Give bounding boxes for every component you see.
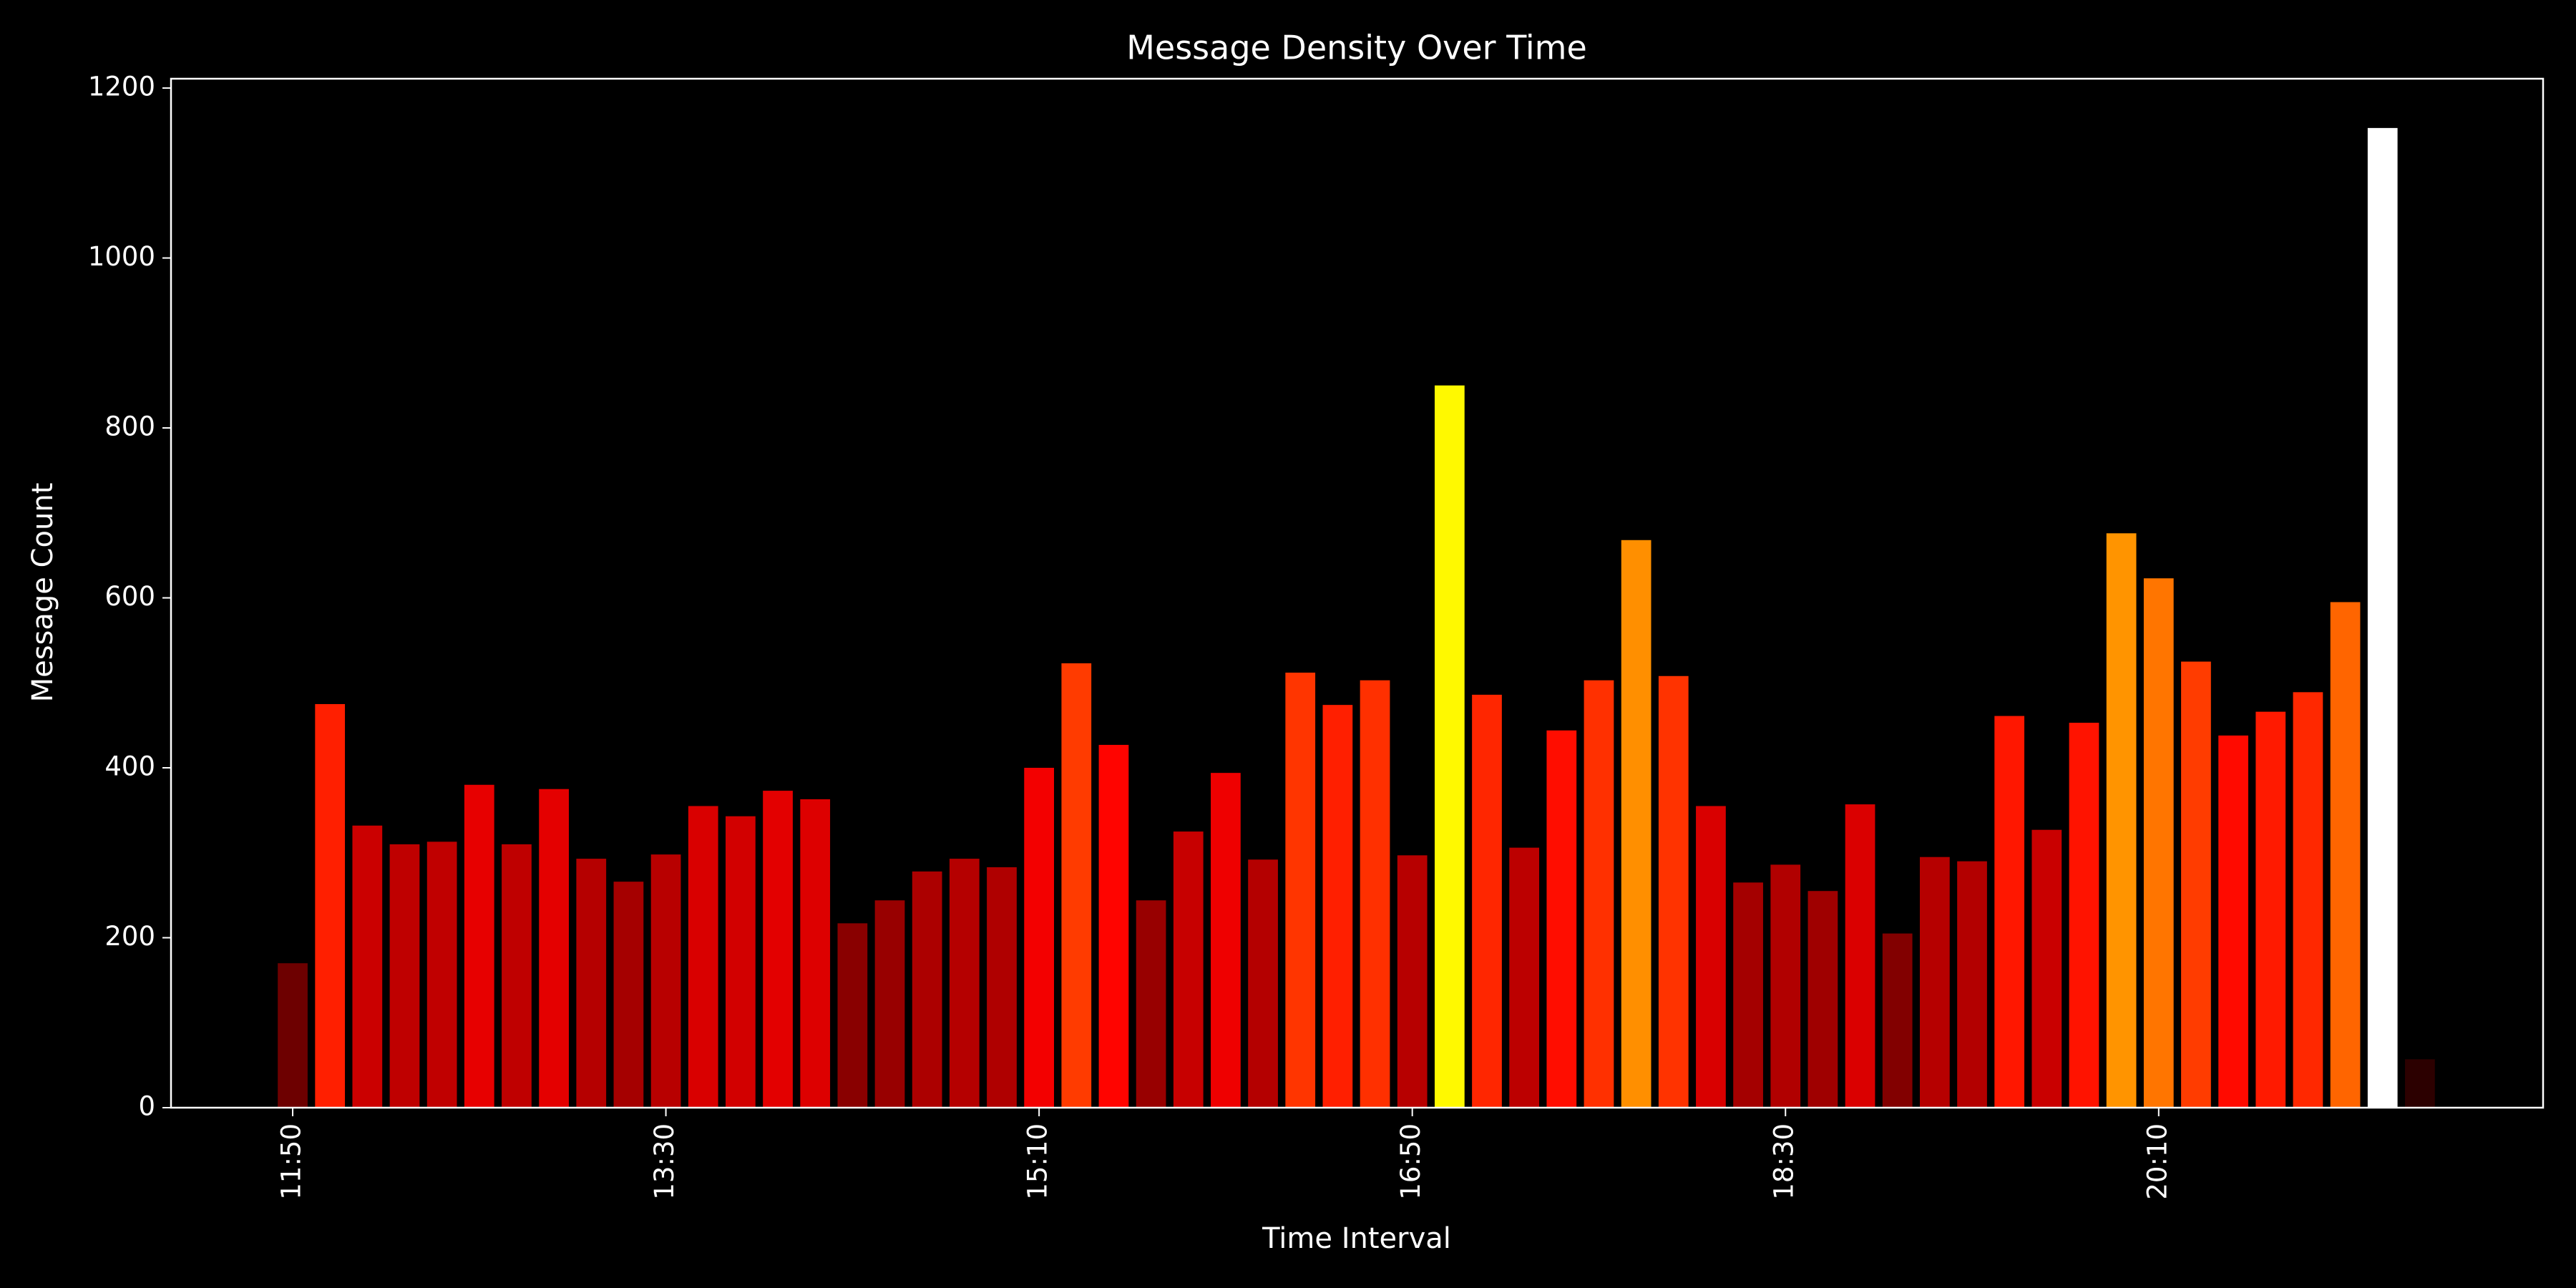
bar — [1360, 680, 1390, 1108]
x-tick-label: 18:30 — [1769, 1123, 1800, 1200]
bar — [1882, 933, 1913, 1108]
y-tick-label: 1200 — [88, 72, 155, 102]
bar — [1546, 730, 1577, 1108]
bar — [426, 841, 457, 1108]
bar — [389, 844, 420, 1108]
y-tick-label: 200 — [104, 921, 155, 952]
bar — [1024, 768, 1054, 1108]
bar — [2405, 1059, 2435, 1108]
x-tick-label: 11:50 — [276, 1123, 307, 1200]
bar — [1509, 847, 1540, 1108]
y-tick-label: 1000 — [88, 241, 155, 272]
plot-frame — [170, 77, 2545, 1109]
bar — [576, 859, 607, 1108]
bar — [1173, 831, 1204, 1108]
bar — [688, 806, 718, 1108]
bar — [763, 791, 793, 1108]
bar — [502, 844, 532, 1108]
y-tick-label: 600 — [104, 581, 155, 612]
bar — [539, 789, 569, 1108]
bar — [1584, 680, 1614, 1108]
x-axis-label: Time Interval — [1262, 1222, 1451, 1255]
bar — [726, 816, 756, 1108]
bar — [2218, 735, 2248, 1108]
bar — [2293, 692, 2323, 1108]
bar — [613, 882, 644, 1108]
bar — [2330, 602, 2361, 1108]
bar — [2106, 533, 2137, 1108]
bar — [1397, 855, 1428, 1108]
bar — [1845, 804, 1875, 1108]
bar — [1285, 673, 1316, 1108]
bar — [1733, 882, 1763, 1108]
bar — [1920, 857, 1950, 1108]
bar — [800, 799, 831, 1108]
bar — [2143, 578, 2174, 1108]
bar — [949, 859, 980, 1108]
bar — [1248, 859, 1278, 1108]
bar — [1994, 716, 2025, 1108]
bar — [2367, 127, 2398, 1108]
bar — [912, 871, 942, 1108]
chart-title: Message Density Over Time — [1126, 29, 1587, 67]
bar — [987, 867, 1017, 1108]
y-tick-label: 800 — [104, 411, 155, 442]
bar — [1098, 744, 1129, 1108]
x-tick-label: 16:50 — [1395, 1123, 1426, 1200]
bar — [2181, 661, 2211, 1108]
bar — [874, 900, 905, 1108]
bar — [1807, 891, 1838, 1108]
bar — [1211, 773, 1241, 1108]
bar — [1770, 864, 1801, 1108]
x-tick-label: 20:10 — [2142, 1123, 2172, 1200]
x-tick-label: 13:30 — [649, 1123, 680, 1200]
bar — [1472, 694, 1502, 1108]
y-tick-label: 0 — [138, 1091, 155, 1122]
bar — [1621, 540, 1652, 1108]
bar — [1957, 861, 1987, 1108]
bar — [464, 784, 494, 1108]
bar — [2031, 829, 2062, 1108]
bar — [1696, 806, 1726, 1108]
bar — [650, 854, 681, 1108]
bar — [1136, 900, 1166, 1108]
bar — [1061, 663, 1092, 1108]
x-tick-label: 15:10 — [1023, 1123, 1053, 1200]
bar — [352, 825, 383, 1108]
bar — [837, 923, 868, 1108]
bar — [1322, 705, 1353, 1108]
bar — [2069, 723, 2099, 1108]
y-tick-label: 400 — [104, 751, 155, 782]
bar — [278, 963, 308, 1108]
y-axis-label: Message Count — [26, 483, 59, 703]
bar — [2255, 711, 2286, 1108]
bar — [1434, 385, 1465, 1108]
bar — [315, 703, 346, 1108]
bar — [1658, 675, 1689, 1108]
